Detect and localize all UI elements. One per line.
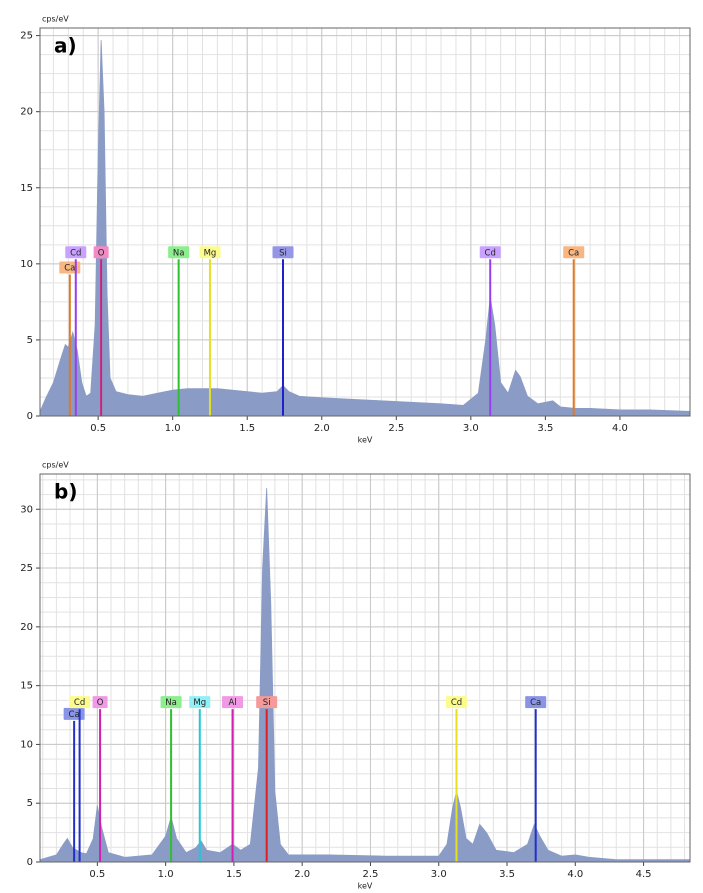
element-label-text: Ca: [64, 263, 75, 273]
y-tick-label: 20: [20, 107, 33, 118]
x-tick-label: 0.5: [89, 869, 105, 880]
spectrum-area: [39, 488, 691, 863]
element-label-box: [199, 246, 221, 259]
element-label: Mg: [199, 246, 221, 259]
element-label-box: [272, 246, 294, 259]
y-tick-label: 30: [20, 504, 33, 515]
y-tick-label: 15: [20, 183, 33, 194]
element-label-box: [525, 696, 547, 709]
element-label-text: O: [97, 698, 104, 708]
element-label-box: [160, 696, 182, 709]
element-label: Cd: [445, 696, 467, 709]
x-tick-label: 3.0: [431, 869, 447, 880]
chart: 0 5 10 15 20 25 30 0.5 1.0 1.5 2.0 2.5 3.0 3.5 4.0 4.5 C…: [20, 461, 691, 891]
x-tick-label: 4.0: [612, 423, 628, 434]
element-label-text: Cd: [74, 698, 85, 708]
panel-label: a): [54, 34, 77, 58]
y-tick-label: 25: [20, 31, 33, 42]
y-axis-label: cps/eV: [42, 15, 69, 24]
element-label: Cd: [479, 246, 501, 259]
plot-frame: [39, 473, 691, 863]
element-label-text: O: [98, 248, 105, 258]
element-label-box: [563, 246, 585, 259]
element-label-box: [69, 696, 91, 709]
element-label: O: [93, 246, 109, 259]
x-axis-label: keV: [358, 882, 373, 891]
y-tick-label: 5: [27, 798, 33, 809]
element-label-box: [168, 246, 190, 259]
x-tick-label: 1.5: [239, 423, 255, 434]
element-label-text: Na: [165, 698, 177, 708]
x-tick-label: 1.0: [158, 869, 174, 880]
element-label: Ca: [63, 707, 85, 720]
element-label: Ca: [59, 261, 81, 274]
element-label-text: Mg: [204, 248, 217, 258]
element-label-box: [256, 696, 278, 709]
element-label-box: [93, 246, 109, 259]
element-label: Ca: [563, 246, 585, 259]
x-tick-label: 2.5: [388, 423, 404, 434]
element-label: Cd: [65, 246, 87, 259]
y-tick-label: 5: [27, 335, 33, 346]
element-label-box: [222, 696, 244, 709]
element-label-text: Si: [279, 248, 287, 258]
element-label-text: Cd: [451, 698, 462, 708]
x-tick-label: 2.0: [314, 423, 330, 434]
y-tick-label: 10: [20, 259, 33, 270]
y-tick-label: 10: [20, 739, 33, 750]
x-tick-label: 3.5: [499, 869, 515, 880]
x-tick-label: 1.0: [165, 423, 181, 434]
element-label-box: [92, 696, 108, 709]
x-tick-label: 1.5: [226, 869, 242, 880]
plot-area: [40, 28, 690, 416]
y-tick-label: 0: [27, 857, 33, 868]
y-tick-label: 15: [20, 681, 33, 692]
plot-area: [40, 474, 690, 862]
element-label: Na: [160, 696, 182, 709]
x-tick-label: 3.5: [537, 423, 553, 434]
element-label: Mg: [189, 696, 211, 709]
element-label: Ca: [525, 696, 547, 709]
element-label-text: Ca: [69, 710, 80, 720]
element-label-text: Cd: [70, 248, 81, 258]
x-tick-label: 2.0: [294, 869, 310, 880]
element-label-box: [189, 696, 211, 709]
element-label-text: Cd: [485, 248, 496, 258]
plot-frame: [39, 27, 691, 417]
element-label: Na: [168, 246, 190, 259]
x-tick-label: 4.0: [567, 869, 583, 880]
x-tick-label: 3.0: [463, 423, 479, 434]
element-label: Si: [256, 696, 278, 709]
element-label: Al: [222, 696, 244, 709]
y-tick-label: 0: [27, 411, 33, 422]
element-label: O: [92, 696, 108, 709]
element-label-text: Mg: [193, 698, 206, 708]
element-label-text: Ca: [568, 248, 579, 258]
element-label-box: [65, 246, 87, 259]
element-label-text: Ca: [530, 698, 541, 708]
element-label-box: [479, 246, 501, 259]
element-label: Cd: [69, 696, 91, 709]
element-label-text: Si: [263, 698, 271, 708]
y-tick-label: 25: [20, 563, 33, 574]
element-label-text: Na: [173, 248, 185, 258]
x-tick-label: 4.5: [636, 869, 652, 880]
element-label-text: Al: [228, 698, 236, 708]
x-tick-label: 2.5: [363, 869, 379, 880]
element-label: Si: [272, 246, 294, 259]
spectrum-area: [39, 40, 691, 417]
x-tick-label: 0.5: [90, 423, 106, 434]
panel-label: b): [54, 480, 77, 504]
x-axis-label: keV: [358, 436, 373, 445]
y-tick-label: 20: [20, 622, 33, 633]
chart: 0 5 10 15 20 25 0.5 1.0 1.5 2.0 2.5 3.0 3.5 4.0 Ca Cd O N…: [20, 15, 691, 445]
element-label-box: [445, 696, 467, 709]
y-axis-label: cps/eV: [42, 461, 69, 470]
